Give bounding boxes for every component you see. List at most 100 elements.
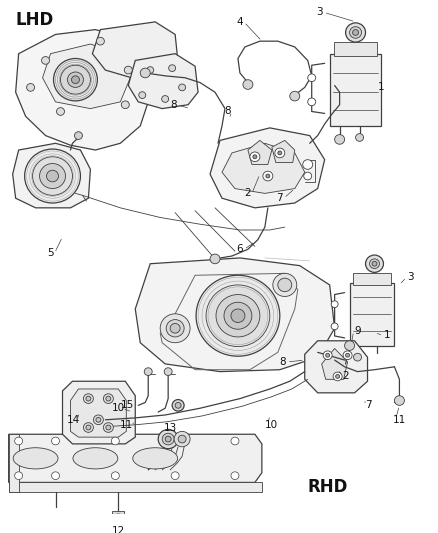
Text: 7: 7	[276, 193, 283, 203]
Circle shape	[46, 170, 59, 182]
Polygon shape	[42, 44, 130, 109]
Circle shape	[52, 437, 60, 445]
Polygon shape	[9, 434, 262, 482]
Circle shape	[170, 324, 180, 333]
Text: 2: 2	[342, 372, 349, 382]
Circle shape	[331, 301, 338, 308]
Text: 14: 14	[67, 415, 80, 425]
Text: 3: 3	[316, 7, 323, 17]
Circle shape	[103, 394, 113, 403]
Circle shape	[266, 174, 270, 178]
Circle shape	[353, 30, 359, 35]
Circle shape	[42, 56, 49, 64]
Text: 10: 10	[112, 403, 125, 413]
Circle shape	[370, 259, 379, 269]
Polygon shape	[222, 143, 305, 193]
Ellipse shape	[133, 448, 178, 469]
Circle shape	[83, 394, 93, 403]
Polygon shape	[248, 140, 272, 165]
Circle shape	[166, 320, 184, 337]
Circle shape	[356, 134, 364, 141]
Bar	[330, 54, 381, 126]
Text: 10: 10	[265, 419, 279, 430]
Circle shape	[32, 157, 72, 195]
Circle shape	[139, 92, 146, 99]
Circle shape	[14, 437, 23, 445]
Text: 11: 11	[120, 419, 133, 430]
Circle shape	[273, 273, 297, 296]
Circle shape	[67, 72, 83, 87]
Text: 7: 7	[365, 400, 372, 410]
Bar	[112, 511, 124, 517]
Text: 1: 1	[384, 330, 391, 340]
Circle shape	[111, 437, 119, 445]
Text: 13: 13	[163, 423, 177, 432]
Circle shape	[74, 132, 82, 140]
Polygon shape	[63, 381, 135, 444]
Circle shape	[278, 278, 292, 292]
Circle shape	[175, 402, 181, 408]
Text: 5: 5	[47, 248, 54, 258]
Text: 12: 12	[112, 526, 125, 533]
Circle shape	[114, 517, 122, 525]
Circle shape	[308, 74, 316, 82]
Circle shape	[224, 302, 252, 329]
Text: 2: 2	[244, 188, 251, 198]
Circle shape	[331, 323, 338, 330]
Circle shape	[158, 430, 178, 449]
Text: 6: 6	[237, 244, 243, 254]
Circle shape	[25, 149, 81, 203]
Circle shape	[93, 415, 103, 425]
Polygon shape	[92, 22, 178, 80]
Circle shape	[346, 23, 366, 42]
Circle shape	[60, 65, 90, 94]
Circle shape	[160, 314, 190, 343]
Circle shape	[171, 472, 179, 480]
Circle shape	[275, 148, 285, 158]
Circle shape	[353, 353, 361, 361]
Text: 8: 8	[279, 357, 286, 367]
Polygon shape	[16, 30, 148, 150]
Circle shape	[263, 171, 273, 181]
Circle shape	[111, 514, 125, 528]
Polygon shape	[71, 389, 126, 437]
Circle shape	[144, 368, 152, 375]
Circle shape	[121, 101, 129, 109]
Polygon shape	[321, 349, 348, 379]
Circle shape	[243, 80, 253, 90]
Circle shape	[308, 98, 316, 106]
Polygon shape	[210, 128, 325, 208]
Circle shape	[250, 152, 260, 161]
Circle shape	[106, 396, 111, 401]
Circle shape	[111, 472, 119, 480]
Text: 3: 3	[407, 272, 414, 282]
Circle shape	[162, 433, 174, 445]
Text: 9: 9	[354, 326, 361, 336]
Circle shape	[165, 436, 171, 442]
Text: 8: 8	[170, 100, 177, 110]
Circle shape	[86, 396, 91, 401]
Circle shape	[366, 255, 384, 272]
Circle shape	[171, 437, 179, 445]
Text: 8: 8	[225, 107, 231, 117]
Circle shape	[278, 151, 282, 155]
Bar	[353, 273, 392, 285]
Circle shape	[124, 66, 132, 74]
Circle shape	[231, 472, 239, 480]
Text: 15: 15	[120, 400, 134, 410]
Bar	[334, 42, 378, 55]
Text: 4: 4	[237, 17, 243, 27]
Text: 1: 1	[378, 83, 385, 92]
Circle shape	[179, 84, 186, 91]
Text: LHD: LHD	[16, 11, 54, 29]
Circle shape	[140, 68, 150, 78]
Circle shape	[304, 172, 312, 180]
Circle shape	[216, 295, 260, 337]
Circle shape	[96, 37, 104, 45]
Circle shape	[303, 160, 313, 169]
Circle shape	[333, 372, 342, 381]
Polygon shape	[305, 341, 367, 393]
Circle shape	[172, 400, 184, 411]
Bar	[350, 283, 395, 345]
Circle shape	[83, 423, 93, 432]
